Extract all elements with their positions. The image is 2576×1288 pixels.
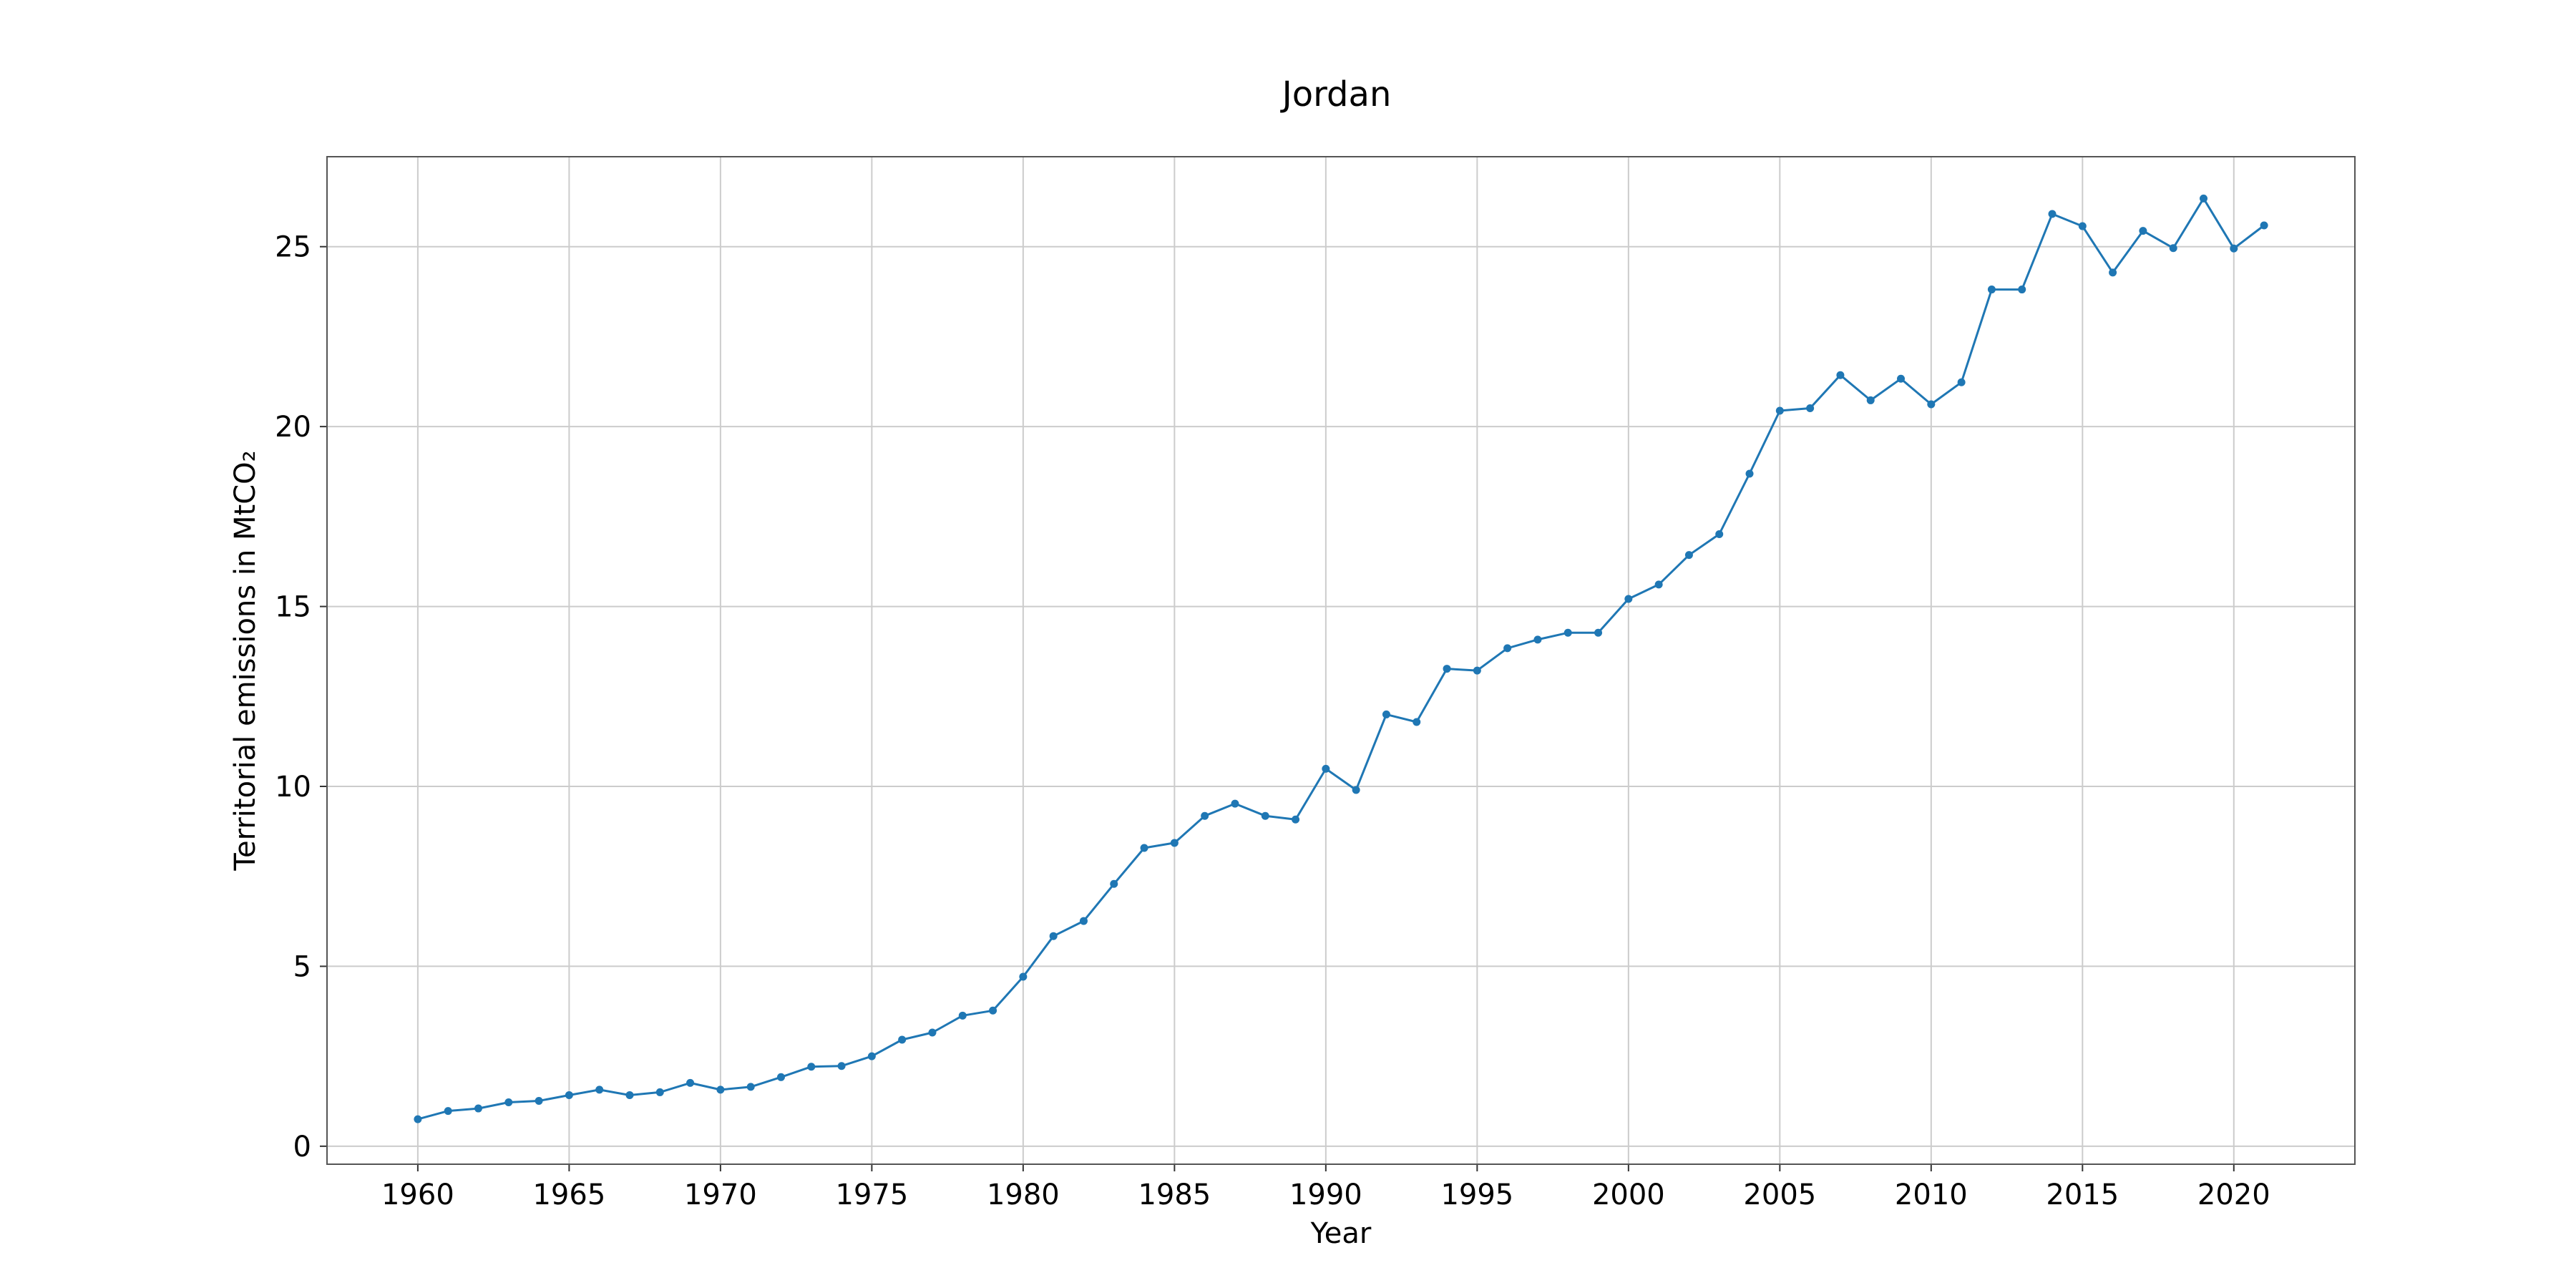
data-point xyxy=(655,1088,664,1096)
data-point xyxy=(1624,595,1633,603)
data-point xyxy=(1745,469,1754,478)
x-tick-label: 1970 xyxy=(684,1179,757,1211)
data-point xyxy=(1806,404,1815,412)
data-point xyxy=(1261,811,1269,820)
data-point xyxy=(1533,635,1542,644)
y-axis-label: Territorial emissions in MtCO₂ xyxy=(229,450,262,871)
x-tick-label: 1995 xyxy=(1440,1179,1513,1211)
data-point xyxy=(2109,268,2117,277)
data-point xyxy=(1987,286,1996,294)
data-point xyxy=(1654,580,1663,589)
data-point xyxy=(2078,222,2087,230)
data-point xyxy=(1775,406,1784,415)
x-tick-label: 2010 xyxy=(1895,1179,1968,1211)
data-point xyxy=(2018,286,2026,294)
data-point xyxy=(625,1091,634,1099)
data-point xyxy=(1715,530,1724,538)
data-point xyxy=(958,1011,967,1020)
y-tick-label: 10 xyxy=(275,771,311,804)
data-point xyxy=(414,1115,422,1123)
data-point xyxy=(1927,400,1936,409)
x-tick-label: 1990 xyxy=(1289,1179,1362,1211)
data-point xyxy=(595,1085,604,1094)
data-point xyxy=(1140,844,1148,852)
data-point xyxy=(807,1063,816,1071)
data-point xyxy=(1866,396,1875,404)
x-tick-label: 1975 xyxy=(835,1179,908,1211)
data-point xyxy=(1170,839,1179,847)
data-point xyxy=(716,1085,725,1094)
series-emissions xyxy=(414,194,2268,1123)
x-tick-label: 1980 xyxy=(987,1179,1060,1211)
data-point xyxy=(898,1035,907,1044)
data-point xyxy=(1049,932,1058,940)
data-point xyxy=(1443,665,1451,673)
data-point xyxy=(746,1083,755,1091)
y-tick-label: 5 xyxy=(293,950,311,983)
data-point xyxy=(2200,194,2208,203)
data-point xyxy=(1594,628,1603,637)
x-tick-label: 2005 xyxy=(1743,1179,1816,1211)
x-tick-label: 2015 xyxy=(2046,1179,2119,1211)
x-tick-label: 1965 xyxy=(532,1179,605,1211)
x-axis-label: Year xyxy=(1310,1217,1372,1250)
x-tick-label: 1960 xyxy=(381,1179,454,1211)
data-point xyxy=(989,1006,997,1015)
y-tick-label: 0 xyxy=(293,1131,311,1163)
data-point xyxy=(1322,764,1330,773)
y-tick-label: 15 xyxy=(275,591,311,624)
data-point xyxy=(1352,786,1360,794)
data-point xyxy=(1110,879,1118,888)
x-tick-label: 2020 xyxy=(2197,1179,2270,1211)
data-point xyxy=(1563,628,1572,637)
data-point xyxy=(535,1096,543,1105)
series-line xyxy=(417,197,2265,1121)
plot-frame xyxy=(326,156,2356,1165)
data-point xyxy=(2139,227,2147,235)
data-point xyxy=(444,1107,452,1116)
data-point xyxy=(2048,210,2057,218)
data-point xyxy=(2230,244,2238,253)
data-point xyxy=(867,1052,876,1060)
grid-lines xyxy=(327,157,2355,1164)
data-point xyxy=(1503,644,1512,653)
chart-title: Jordan xyxy=(1280,74,1392,114)
data-point xyxy=(1079,917,1088,925)
data-point xyxy=(1897,374,1906,383)
data-point xyxy=(1684,551,1693,560)
data-point xyxy=(1019,972,1028,981)
data-point xyxy=(928,1028,937,1037)
data-point xyxy=(776,1073,785,1081)
data-point xyxy=(1292,815,1300,824)
data-point xyxy=(837,1062,846,1070)
data-point xyxy=(1836,371,1845,379)
data-point xyxy=(474,1104,482,1113)
y-tick-label: 20 xyxy=(275,411,311,444)
x-tick-label: 1985 xyxy=(1138,1179,1211,1211)
data-point xyxy=(1201,811,1209,820)
data-point xyxy=(565,1091,573,1099)
data-point xyxy=(1957,378,1966,386)
data-point xyxy=(504,1098,513,1107)
x-tick-label: 2000 xyxy=(1592,1179,1665,1211)
data-point xyxy=(2260,221,2268,230)
axis-ticks: 1960 1965 1970 1975 1980 1985 1990 1995 2000 2005… xyxy=(275,231,2270,1211)
data-point xyxy=(1413,718,1421,726)
data-point xyxy=(1231,799,1239,808)
data-point xyxy=(686,1078,695,1087)
data-point xyxy=(1382,710,1390,718)
y-tick-label: 25 xyxy=(275,231,311,264)
data-point xyxy=(1473,666,1481,675)
data-point xyxy=(2169,244,2177,253)
